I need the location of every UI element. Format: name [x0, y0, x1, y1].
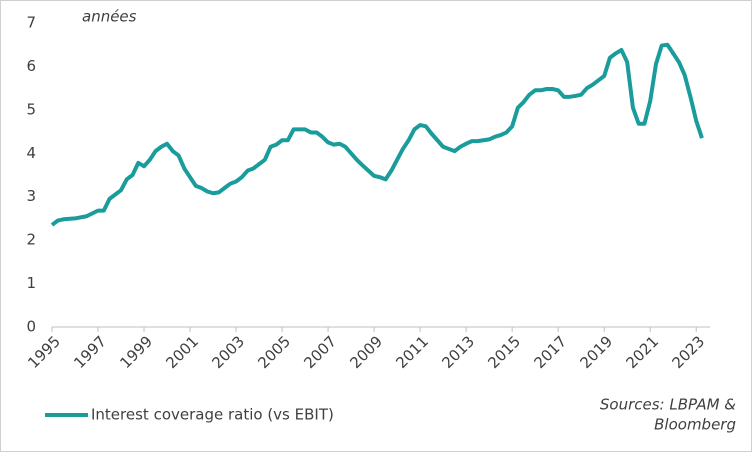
y-tick-label: 1 [26, 274, 36, 292]
y-tick-label: 6 [26, 57, 36, 75]
y-tick-label: 3 [26, 187, 36, 205]
annotation: années [82, 8, 137, 26]
y-tick-label: 5 [26, 100, 36, 118]
y-tick-label: 7 [26, 14, 36, 32]
y-tick-label: 4 [26, 144, 36, 162]
legend-label: Interest coverage ratio (vs EBIT) [91, 406, 334, 424]
y-tick-label: 2 [26, 231, 36, 249]
source: Sources: LBPAM & [600, 396, 736, 414]
y-tick-label: 0 [26, 318, 36, 336]
source: Bloomberg [654, 416, 736, 434]
line [50, 42, 704, 227]
